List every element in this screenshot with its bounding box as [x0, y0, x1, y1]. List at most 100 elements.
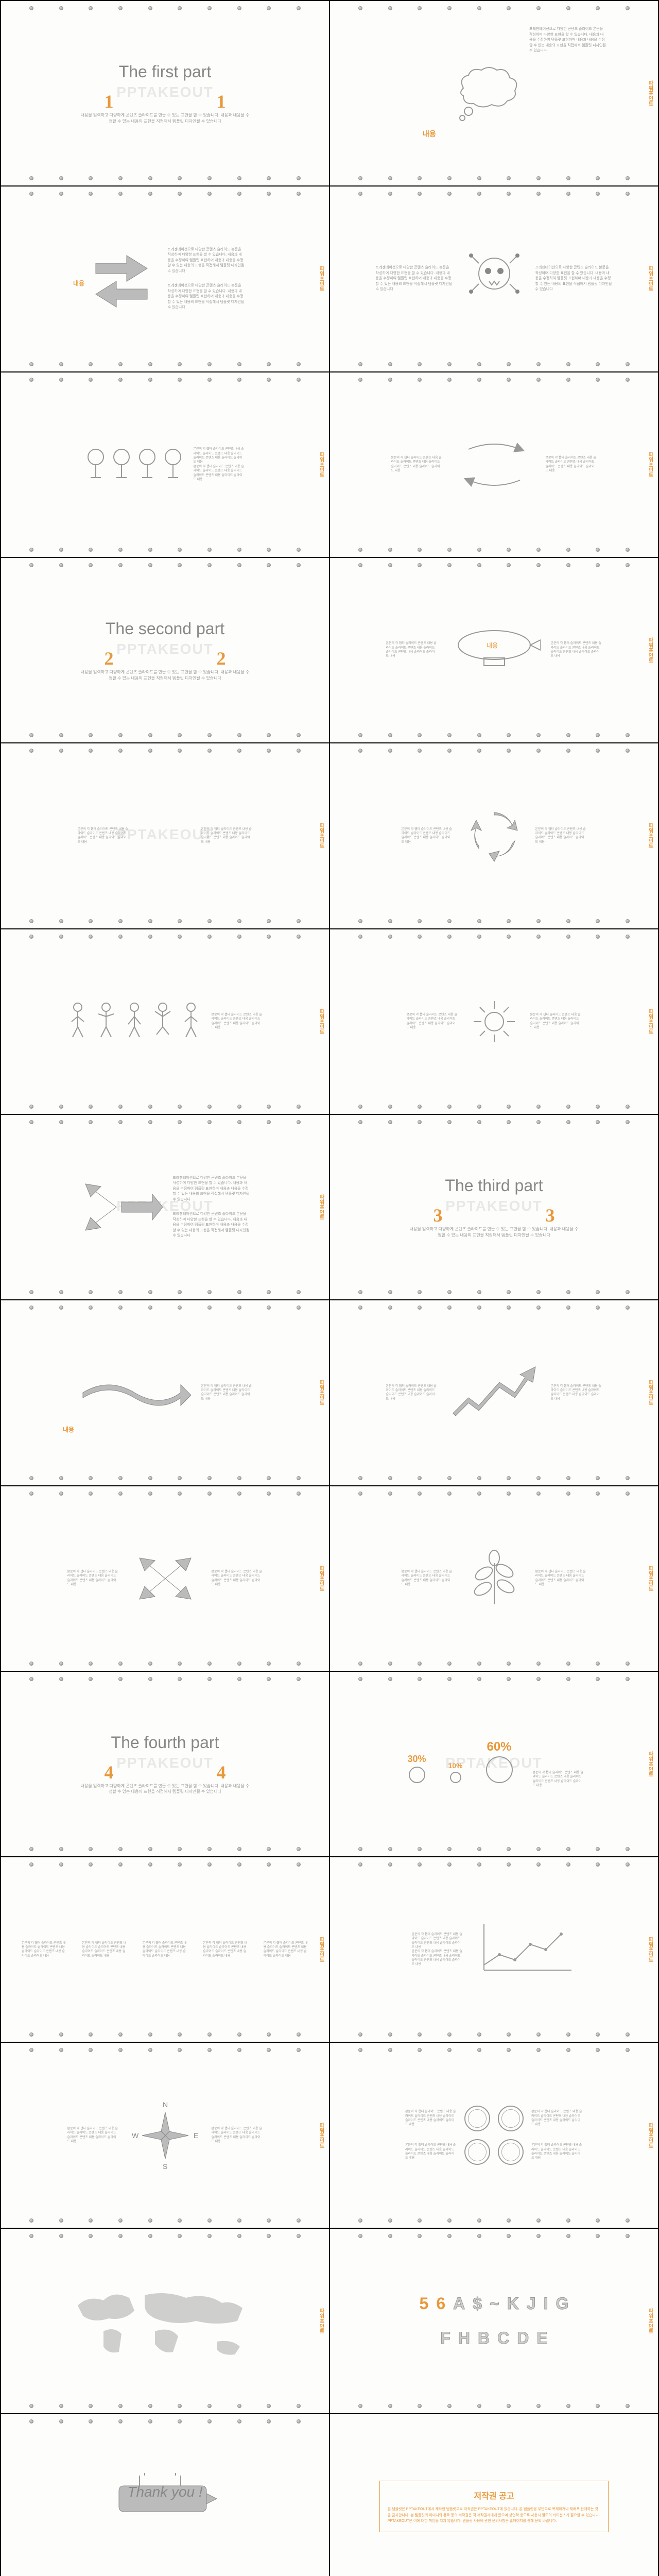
content-label: 내용 — [423, 129, 436, 139]
stick-figures-icon — [67, 1001, 201, 1042]
text-block: 본문의 각 챕터 슬라이드 콘텐츠 내용 슬라이드 슬라이드 콘텐츠 내용 슬라… — [194, 447, 245, 465]
skull-icon — [463, 248, 525, 310]
text-block: 프레젠테이션으로 다양한 콘텐츠 슬라이드 본문을 작성하며 다양한 표현을 할… — [168, 247, 245, 275]
diverge-arrow-icon — [80, 1176, 163, 1238]
slide-skull: 파워포인트 프레젠테이션으로 다양한 콘텐츠 슬라이드 본문을 작성하며 다양한… — [330, 187, 658, 371]
text-block: 본문의 각 챕터 슬라이드 콘텐츠 내용 슬라이드 슬라이드 콘텐츠 내용 슬라… — [67, 1570, 119, 1587]
letter: H — [458, 2329, 470, 2348]
letter: J — [527, 2294, 536, 2313]
svg-text:S: S — [163, 2162, 167, 2171]
slide-fourth-part: PPTAKEOUT The fourth part 4 4 내용을 입력하고 다… — [1, 1672, 329, 1856]
text-block: 프레젠테이션으로 다양한 콘텐츠 슬라이드 본문을 작성하며 다양한 표현을 할… — [529, 27, 606, 54]
text-block: 본문의 각 챕터 슬라이드 콘텐츠 내용 슬라이드 슬라이드 콘텐츠 내용 슬라… — [551, 641, 602, 659]
thought-cloud-icon — [443, 62, 546, 124]
side-label: 파워포인트 — [646, 1009, 654, 1035]
slide-columns: 파워포인트 본문의 각 챕터 슬라이드 콘텐츠 내용 슬라이드 슬라이드 콘텐츠… — [1, 1857, 329, 2042]
text-block: 본문의 각 챕터 슬라이드 콘텐츠 내용 슬라이드 슬라이드 콘텐츠 내용 슬라… — [402, 1570, 453, 1587]
side-label: 파워포인트 — [317, 1009, 325, 1035]
slide-compass: 파워포인트 본문의 각 챕터 슬라이드 콘텐츠 내용 슬라이드 슬라이드 콘텐츠… — [1, 2043, 329, 2227]
part-num-left: 4 — [105, 1761, 114, 1783]
wave-arrow-icon — [78, 1367, 191, 1418]
text-block: 본문의 각 챕터 슬라이드 콘텐츠 내용 슬라이드 슬라이드 콘텐츠 내용 슬라… — [407, 1013, 458, 1030]
side-label: 파워포인트 — [317, 452, 325, 478]
text-block: 본문의 각 챕터 슬라이드 콘텐츠 내용 슬라이드 슬라이드 콘텐츠 내용 슬라… — [194, 465, 245, 482]
text-block: 본문의 각 챕터 슬라이드 콘텐츠 내용 슬라이드 슬라이드 콘텐츠 내용 슬라… — [386, 1384, 438, 1402]
text-block: 본문의 각 챕터 슬라이드 콘텐츠 내용 슬라이드 슬라이드 콘텐츠 내용 슬라… — [386, 641, 438, 659]
part-subtitle: 내용을 입력하고 다양하게 콘텐츠 슬라이드를 만들 수 있는 표현을 할 수 … — [408, 1226, 580, 1238]
side-label: 파워포인트 — [317, 2123, 325, 2148]
thank-you-text: Thank you ! — [127, 2484, 202, 2500]
letter: 6 — [436, 2294, 445, 2313]
side-label: 파워포인트 — [317, 266, 325, 292]
slide-line-chart: 파워포인트 본문의 각 챕터 슬라이드 콘텐츠 내용 슬라이드 슬라이드 콘텐츠… — [330, 1857, 658, 2042]
slide-diverge-arrows: 파워포인트 PPTAKEOUT 프레젠테이션으로 다양한 콘텐츠 슬라이드 본문… — [1, 1115, 329, 1299]
text-block: 본문의 각 챕터 슬라이드 콘텐츠 내용 슬라이드 슬라이드 콘텐츠 내용 슬라… — [412, 1933, 463, 1950]
slide-trees: 파워포인트 본문의 각 챕터 슬라이드 콘텐츠 내용 슬라이드 슬라이드 콘텐츠… — [1, 372, 329, 557]
part-num-left: 2 — [105, 648, 114, 669]
letter: ~ — [490, 2294, 499, 2313]
globe-icon — [464, 2139, 490, 2165]
slide-four-arrows: 파워포인트 본문의 각 챕터 슬라이드 콘텐츠 내용 슬라이드 슬라이드 콘텐츠… — [1, 1486, 329, 1671]
text-block: 본문의 각 챕터 슬라이드 콘텐츠 내용 슬라이드 슬라이드 콘텐츠 내용 슬라… — [201, 1384, 253, 1402]
pct-30: 30% — [404, 1754, 430, 1765]
text-block: 본문의 각 챕터 슬라이드 콘텐츠 내용 슬라이드 슬라이드 콘텐츠 내용 슬라… — [531, 2110, 583, 2127]
letters-grid: 5 6 A $ ~ K J I G F H B C D E — [358, 2294, 630, 2348]
part-subtitle: 내용을 입력하고 다양하게 콘텐츠 슬라이드를 만들 수 있는 표현을 할 수 … — [79, 1783, 251, 1794]
slide-watermark-text: 파워포인트 PPTAKEOUT 본문의 각 챕터 슬라이드 콘텐츠 내용 슬라이… — [1, 743, 329, 928]
text-block: 본문의 각 챕터 슬라이드 콘텐츠 내용 슬라이드 슬라이드 콘텐츠 내용 슬라… — [551, 1384, 602, 1402]
slide-copyright: 저작권 공고 본 템플릿은 PPTAKEOUT에서 제작한 템플릿으로 저작권은… — [330, 2414, 658, 2576]
growth-arrow-icon — [448, 1362, 541, 1423]
text-block: 본문의 각 챕터 슬라이드 콘텐츠 내용 슬라이드 슬라이드 콘텐츠 내용 슬라… — [82, 1941, 127, 1959]
copyright-box: 저작권 공고 본 템플릿은 PPTAKEOUT에서 제작한 템플릿으로 저작권은… — [379, 2481, 609, 2532]
letter: I — [544, 2294, 548, 2313]
side-label: 파워포인트 — [646, 1380, 654, 1405]
text-block: 본문의 각 챕터 슬라이드 콘텐츠 내용 슬라이드 슬라이드 콘텐츠 내용 슬라… — [531, 2143, 583, 2161]
side-label: 파워포인트 — [646, 637, 654, 663]
side-label: 파워포인트 — [646, 823, 654, 849]
copyright-title: 저작권 공고 — [388, 2489, 601, 2501]
svg-text:내용: 내용 — [487, 642, 498, 649]
four-arrows-icon — [129, 1548, 201, 1609]
slide-third-part: PPTAKEOUT The third part 3 3 내용을 입력하고 다양… — [330, 1115, 658, 1299]
text-block: 본문의 각 챕터 슬라이드 콘텐츠 내용 슬라이드 슬라이드 콘텐츠 내용 슬라… — [530, 1013, 582, 1030]
text-block: 본문의 각 챕터 슬라이드 콘텐츠 내용 슬라이드 슬라이드 콘텐츠 내용 슬라… — [402, 827, 453, 845]
text-block: 본문의 각 챕터 슬라이드 콘텐츠 내용 슬라이드 슬라이드 콘텐츠 내용 슬라… — [412, 1950, 463, 1967]
side-label: 파워포인트 — [646, 2123, 654, 2148]
world-map-icon — [62, 2275, 268, 2367]
svg-text:W: W — [132, 2131, 139, 2140]
side-label: 파워포인트 — [646, 266, 654, 292]
airship-icon: 내용 — [448, 624, 541, 676]
slide-first-part: PPTAKEOUT The first part 1 1 내용을 입력하고 다양… — [1, 1, 329, 185]
plant-icon — [463, 1548, 525, 1609]
pct-10: 10% — [445, 1761, 466, 1770]
letter: F — [440, 2329, 450, 2348]
side-label: 파워포인트 — [317, 1566, 325, 1591]
globe-icon — [498, 2106, 524, 2131]
slide-grid: PPTAKEOUT The first part 1 1 내용을 입력하고 다양… — [0, 0, 659, 2576]
letter: $ — [473, 2294, 482, 2313]
slide-wave-arrow: 파워포인트 본문의 각 챕터 슬라이드 콘텐츠 내용 슬라이드 슬라이드 콘텐츠… — [1, 1300, 329, 1485]
slide-thank-you: Thank you ! — [1, 2414, 329, 2576]
side-label: 파워포인트 — [317, 1194, 325, 1220]
slide-percentages: 파워포인트 PPTAKEOUT 30% 10% 60% 본문의 각 챕터 슬라이… — [330, 1672, 658, 1856]
part-num-right: 2 — [217, 648, 226, 669]
text-block: 프레젠테이션으로 다양한 콘텐츠 슬라이드 본문을 작성하며 다양한 표현을 할… — [376, 265, 453, 293]
slide-stick-figures: 파워포인트 본문의 각 챕터 슬라이드 콘텐츠 내용 슬라이드 슬라이드 콘텐츠… — [1, 929, 329, 1114]
double-arrow-icon — [85, 248, 158, 310]
part-num-right: 4 — [217, 1761, 226, 1783]
text-block: 본문의 각 챕터 슬라이드 콘텐츠 내용 슬라이드 슬라이드 콘텐츠 내용 슬라… — [203, 1941, 248, 1959]
letter: E — [536, 2329, 547, 2348]
side-label: 파워포인트 — [317, 1937, 325, 1962]
part-subtitle: 내용을 입력하고 다양하게 콘텐츠 슬라이드를 만들 수 있는 표현을 할 수 … — [79, 112, 251, 124]
text-block: 본문의 각 챕터 슬라이드 콘텐츠 내용 슬라이드 슬라이드 콘텐츠 내용 슬라… — [405, 2110, 457, 2127]
side-label: 파워포인트 — [646, 1751, 654, 1777]
side-label: 파워포인트 — [317, 2308, 325, 2334]
text-block: 본문의 각 챕터 슬라이드 콘텐츠 내용 슬라이드 슬라이드 콘텐츠 내용 슬라… — [22, 1941, 66, 1959]
letter: B — [478, 2329, 490, 2348]
letter: K — [507, 2294, 519, 2313]
slide-plant: 파워포인트 본문의 각 챕터 슬라이드 콘텐츠 내용 슬라이드 슬라이드 콘텐츠… — [330, 1486, 658, 1671]
part-num-left: 1 — [105, 91, 114, 112]
text-block: 본문의 각 챕터 슬라이드 콘텐츠 내용 슬라이드 슬라이드 콘텐츠 내용 슬라… — [67, 2127, 119, 2144]
svg-text:N: N — [163, 2100, 168, 2109]
side-label: 파워포인트 — [646, 452, 654, 478]
